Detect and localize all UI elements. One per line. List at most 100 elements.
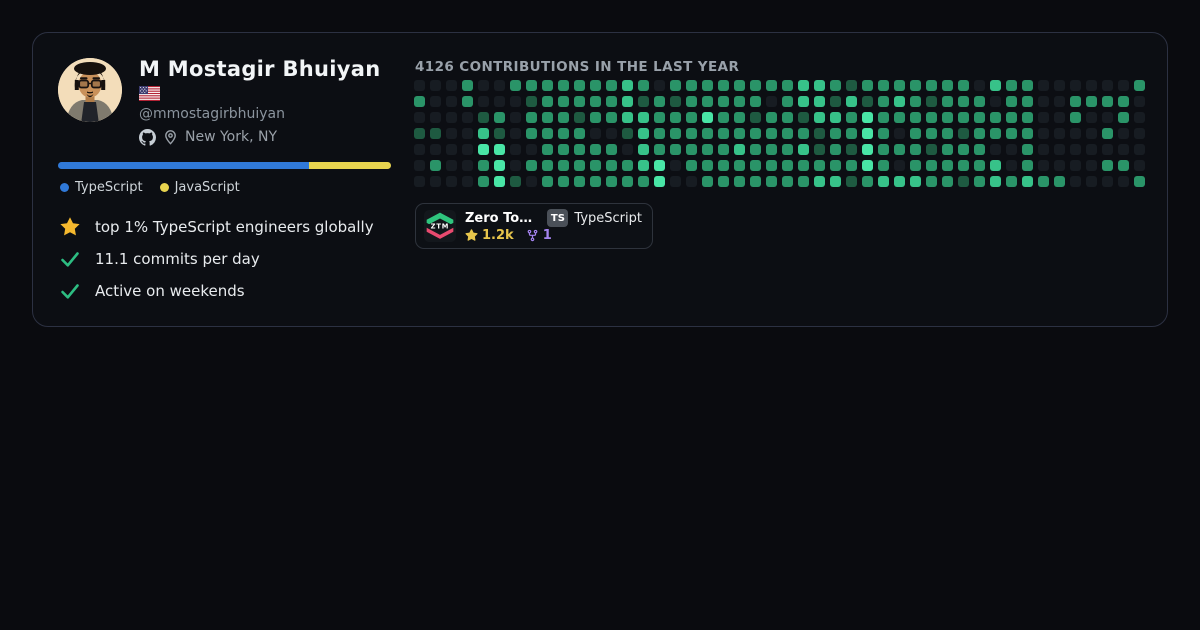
contribution-cell (926, 144, 937, 155)
contribution-cell (478, 160, 489, 171)
contribution-cell (638, 176, 649, 187)
contribution-cell (974, 112, 985, 123)
contribution-cell (558, 160, 569, 171)
contribution-cell (654, 128, 665, 139)
contribution-cell (1006, 160, 1017, 171)
contribution-cell (798, 144, 809, 155)
legend-item-typescript: TypeScript (60, 180, 143, 195)
contribution-cell (478, 96, 489, 107)
contribution-cell (574, 128, 585, 139)
pinned-repo-card[interactable]: ZTM Zero To… TS TypeScript 1.2k 1 (415, 203, 653, 249)
contribution-cell (782, 176, 793, 187)
ztm-logo-icon: ZTM (424, 210, 456, 242)
contribution-cell (510, 80, 521, 91)
contribution-cell (750, 112, 761, 123)
contribution-cell (830, 176, 841, 187)
contribution-cell (846, 128, 857, 139)
contribution-cell (926, 176, 937, 187)
contribution-cell (446, 128, 457, 139)
contribution-cell (734, 96, 745, 107)
contribution-cell (990, 144, 1001, 155)
contribution-cell (1006, 144, 1017, 155)
repo-name[interactable]: Zero To… (465, 210, 533, 226)
contribution-cell (1006, 96, 1017, 107)
highlight-commits: 11.1 commits per day (58, 248, 374, 269)
contribution-cell (734, 112, 745, 123)
contribution-cell (910, 112, 921, 123)
contribution-cell (654, 176, 665, 187)
contribution-cell (654, 160, 665, 171)
contribution-cell (862, 144, 873, 155)
contribution-cell (558, 176, 569, 187)
contribution-cell (766, 80, 777, 91)
contribution-cell (830, 128, 841, 139)
contribution-cell (942, 96, 953, 107)
contribution-cell (1118, 160, 1129, 171)
contribution-cell (926, 112, 937, 123)
contribution-cell (510, 144, 521, 155)
contribution-cell (750, 144, 761, 155)
language-segment-javascript (308, 162, 391, 169)
contribution-cell (1054, 160, 1065, 171)
contribution-cell (1134, 96, 1145, 107)
contribution-cell (862, 112, 873, 123)
contribution-cell (702, 128, 713, 139)
contribution-cell (1086, 96, 1097, 107)
contribution-cell (414, 160, 425, 171)
repo-forks: 1 (526, 228, 552, 243)
contribution-cell (478, 112, 489, 123)
contribution-cell (1086, 144, 1097, 155)
contribution-cell (462, 112, 473, 123)
identity-block: M Mostagir Bhuiyan @mmostagirb (139, 57, 380, 146)
contribution-cell (606, 80, 617, 91)
contribution-cell (670, 112, 681, 123)
contribution-cell (686, 128, 697, 139)
contribution-cell (670, 128, 681, 139)
contribution-cell (718, 128, 729, 139)
contribution-cell (526, 176, 537, 187)
contribution-cell (494, 128, 505, 139)
contribution-cell (638, 128, 649, 139)
contribution-cell (974, 80, 985, 91)
location-row: New York, NY (139, 129, 380, 146)
contribution-cell (926, 80, 937, 91)
contribution-cell (830, 112, 841, 123)
contribution-cell (798, 160, 809, 171)
contribution-cell (1118, 80, 1129, 91)
contribution-cell (974, 128, 985, 139)
avatar (58, 58, 122, 122)
contribution-cell (1086, 160, 1097, 171)
contribution-cell (622, 96, 633, 107)
contribution-cell (830, 80, 841, 91)
contribution-cell (430, 144, 441, 155)
contribution-cell (542, 96, 553, 107)
contribution-cell (446, 160, 457, 171)
contribution-cell (510, 112, 521, 123)
contribution-cell (558, 144, 569, 155)
contribution-cell (574, 80, 585, 91)
contribution-cell (1102, 160, 1113, 171)
contribution-cell (782, 96, 793, 107)
contribution-cell (846, 96, 857, 107)
contribution-cell (622, 176, 633, 187)
contribution-cell (1054, 96, 1065, 107)
contribution-cell (878, 160, 889, 171)
contribution-cell (798, 176, 809, 187)
contribution-cell (414, 176, 425, 187)
highlight-top-engineer: top 1% TypeScript engineers globally (58, 216, 374, 237)
contribution-cell (830, 160, 841, 171)
contribution-cell (670, 80, 681, 91)
contribution-cell (1022, 112, 1033, 123)
contribution-cell (462, 144, 473, 155)
contribution-cell (590, 176, 601, 187)
contribution-cell (478, 128, 489, 139)
contribution-cell (1086, 176, 1097, 187)
contribution-cell (974, 96, 985, 107)
contribution-cell (1070, 160, 1081, 171)
contribution-cell (766, 96, 777, 107)
contribution-cell (590, 80, 601, 91)
contribution-cell (686, 112, 697, 123)
contribution-cell (654, 144, 665, 155)
contribution-cell (494, 144, 505, 155)
highlights-list: top 1% TypeScript engineers globally 11.… (58, 216, 374, 301)
